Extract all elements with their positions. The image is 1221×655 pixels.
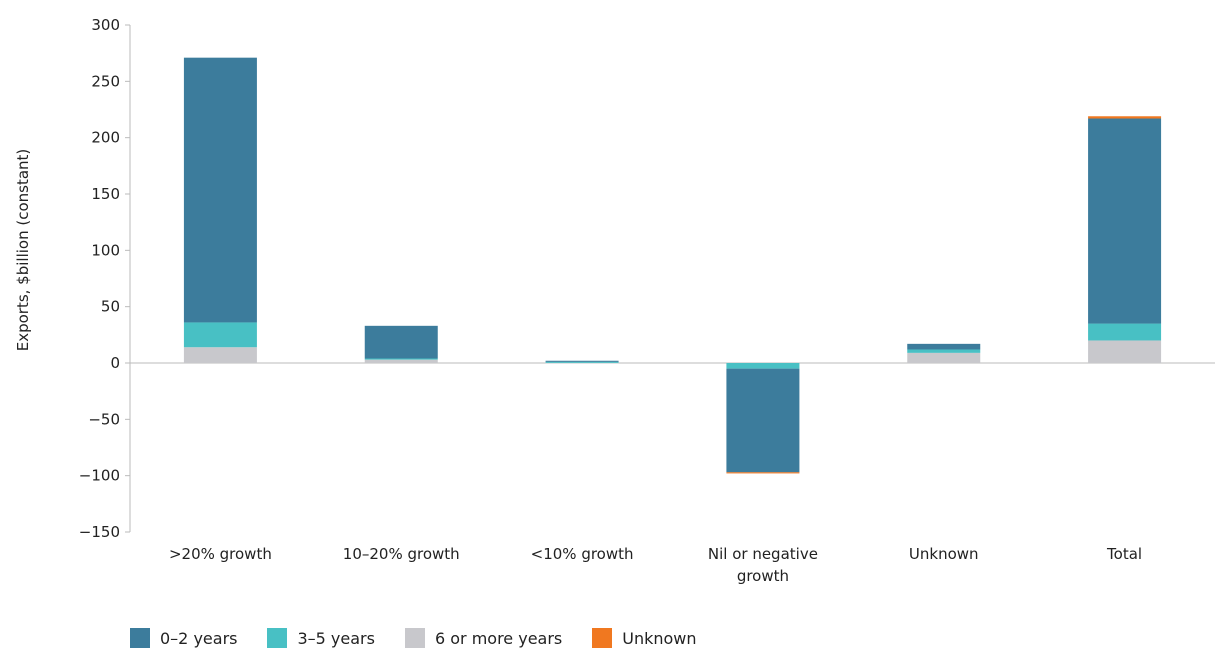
bar-segment: [907, 349, 981, 353]
bar-segment: [364, 325, 438, 359]
bar-segment: [364, 358, 438, 360]
legend-label: 3–5 years: [297, 628, 375, 648]
y-axis-label: Exports, $billion (constant): [14, 149, 32, 352]
bar-segment: [726, 363, 800, 369]
x-tick-label: Total: [1106, 545, 1142, 563]
y-tick-label: −50: [88, 410, 120, 428]
bar-segment: [183, 57, 257, 323]
chart: 300 250 200 150 100 50 0 −50 −100 −150 >20% growt…: [14, 16, 1215, 585]
y-tick-label: 150: [91, 185, 120, 203]
legend-swatch: [404, 628, 425, 648]
x-tick-label: growth: [737, 567, 789, 585]
x-tick-label: 10–20% growth: [343, 545, 460, 563]
y-tick-label: 50: [101, 298, 120, 316]
bar-segment: [1088, 323, 1162, 341]
bar-segment: [545, 361, 619, 363]
legend-label: 0–2 years: [160, 628, 238, 648]
y-tick-label: 300: [91, 16, 120, 34]
bar-segment: [1088, 116, 1162, 119]
bar-segment: [183, 322, 257, 348]
y-tick-label: 0: [110, 354, 120, 372]
legend-item: 3–5 years: [267, 628, 375, 648]
bar-segment: [364, 359, 438, 363]
x-tick-label: >20% growth: [169, 545, 272, 563]
x-tick-label: Unknown: [909, 545, 979, 563]
legend: 0–2 years 3–5 years 6 or more years Unknown: [130, 628, 697, 648]
bar-segment: [183, 347, 257, 363]
legend-label: 6 or more years: [434, 628, 563, 648]
y-tick-label: 200: [91, 129, 120, 147]
legend-item: Unknown: [592, 628, 697, 648]
bar-segment: [726, 368, 800, 473]
x-tick-label: Nil or negative: [708, 545, 818, 563]
y-tick-label: −150: [79, 523, 120, 541]
x-axis: >20% growth 10–20% growth <10% growth Nil o…: [169, 545, 1142, 585]
x-tick-label: <10% growth: [531, 545, 634, 563]
legend-swatch: [130, 628, 150, 648]
bar-segment: [726, 472, 800, 474]
y-tick-label: 100: [91, 241, 120, 259]
legend-item: 0–2 years: [130, 628, 237, 648]
legend-item: 6 or more years: [404, 628, 563, 648]
legend-swatch: [592, 628, 613, 648]
bar-segment: [545, 360, 619, 362]
bar-segment: [907, 352, 981, 363]
bar-segment: [545, 362, 619, 364]
legend-swatch: [267, 628, 288, 648]
y-axis: 300 250 200 150 100 50 0 −50 −100 −150: [79, 16, 1215, 541]
legend-label: Unknown: [622, 628, 697, 648]
y-tick-label: −100: [79, 467, 120, 485]
bar-segment: [907, 343, 981, 350]
bar-segment: [1088, 340, 1162, 363]
bars: [183, 57, 1162, 474]
bar-segment: [1088, 118, 1162, 324]
y-tick-label: 250: [91, 72, 120, 90]
